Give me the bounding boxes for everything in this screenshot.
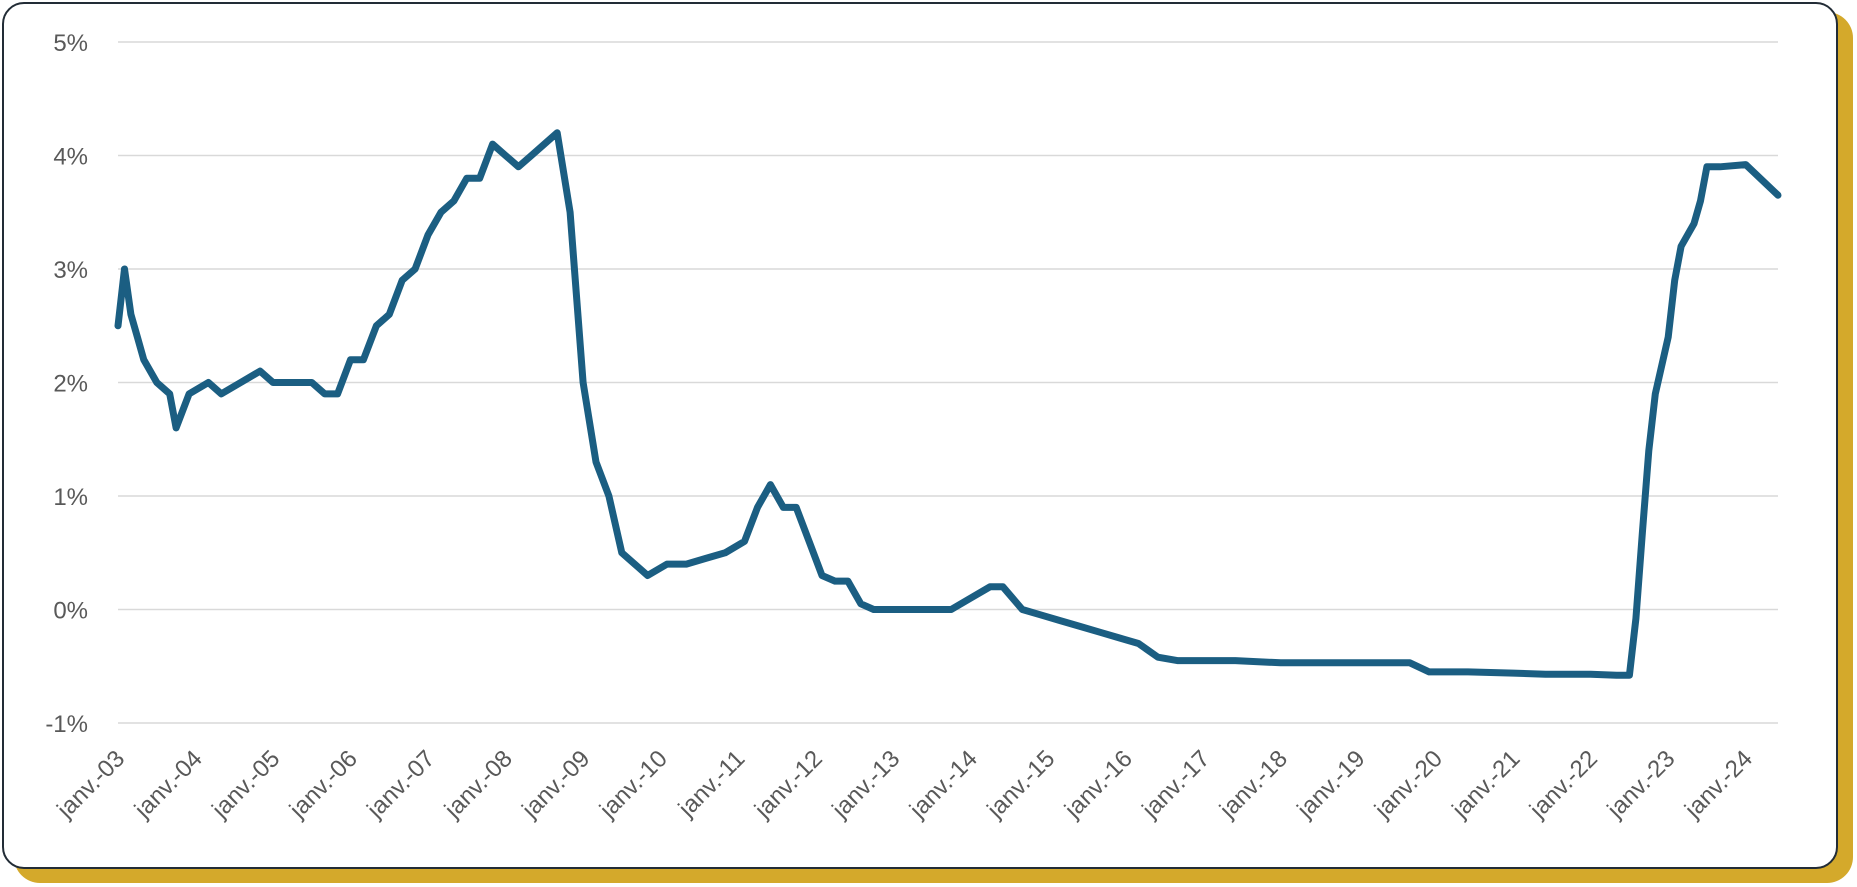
x-tick-label: janv.-11 <box>673 745 751 823</box>
series-line <box>114 129 1782 679</box>
x-tick-label: janv.-05 <box>206 745 285 824</box>
y-tick-label: 2% <box>53 371 88 398</box>
x-tick-label: janv.-18 <box>1214 745 1293 824</box>
x-tick-label: janv.-07 <box>361 745 440 824</box>
y-tick-label: -1% <box>45 711 88 738</box>
x-tick-label: janv.-04 <box>129 745 208 824</box>
y-tick-label: 5% <box>53 30 88 57</box>
chart-card <box>2 2 1838 869</box>
x-tick-label: janv.-21 <box>1446 745 1525 824</box>
x-tick-label: janv.-24 <box>1679 745 1758 824</box>
x-tick-label: janv.-22 <box>1524 745 1603 824</box>
x-tick-label: janv.-08 <box>439 745 518 824</box>
series-group <box>114 129 1782 679</box>
y-tick-label: 3% <box>53 257 88 284</box>
x-tick-label: janv.-03 <box>51 745 130 824</box>
x-tick-label: janv.-20 <box>1369 745 1448 824</box>
x-tick-label: janv.-09 <box>516 745 595 824</box>
x-tick-label: janv.-10 <box>594 745 673 824</box>
x-tick-label: janv.-19 <box>1291 745 1370 824</box>
x-tick-label: janv.-12 <box>749 745 828 824</box>
x-tick-label: janv.-06 <box>284 745 363 824</box>
y-tick-label: 1% <box>53 484 88 511</box>
y-tick-label: 0% <box>53 598 88 625</box>
x-tick-label: janv.-17 <box>1136 745 1215 824</box>
x-tick-label: janv.-13 <box>826 745 905 824</box>
gridlines <box>118 41 1778 724</box>
x-tick-label: janv.-23 <box>1602 745 1681 824</box>
x-axis-ticks: janv.-03 janv.-04 janv.-05 janv.-06 janv.-07… <box>51 745 1758 824</box>
y-tick-label: 4% <box>53 144 88 171</box>
x-tick-label: janv.-16 <box>1059 745 1138 824</box>
y-axis-ticks: 5% 4% 3% 2% 1% 0% -1% <box>45 30 88 738</box>
x-tick-label: janv.-14 <box>904 745 983 824</box>
x-tick-label: janv.-15 <box>981 745 1060 824</box>
